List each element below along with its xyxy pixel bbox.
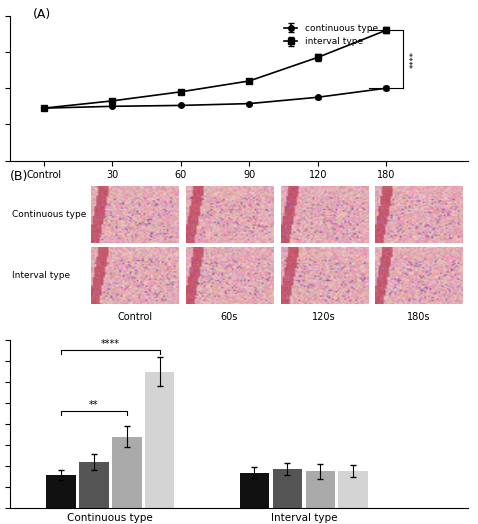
Legend: continuous type, interval type: continuous type, interval type xyxy=(280,20,381,50)
Text: 180s: 180s xyxy=(407,312,431,322)
Bar xyxy=(145,372,174,508)
Bar xyxy=(239,473,269,508)
Text: Continuous type: Continuous type xyxy=(12,210,86,219)
Bar xyxy=(272,469,302,508)
Text: 120s: 120s xyxy=(312,312,336,322)
X-axis label: Time(sec): Time(sec) xyxy=(212,186,266,196)
Bar xyxy=(305,471,335,508)
Text: 60s: 60s xyxy=(221,312,238,322)
Text: **: ** xyxy=(89,400,98,410)
Text: Control: Control xyxy=(117,312,152,322)
Text: Interval type: Interval type xyxy=(12,271,70,280)
Text: ****: **** xyxy=(410,51,419,68)
Bar xyxy=(338,471,368,508)
Bar xyxy=(79,462,109,508)
Bar xyxy=(112,436,141,508)
Bar xyxy=(46,475,76,508)
Text: ****: **** xyxy=(101,339,120,349)
Text: (B): (B) xyxy=(10,170,28,183)
Text: (A): (A) xyxy=(33,8,51,21)
